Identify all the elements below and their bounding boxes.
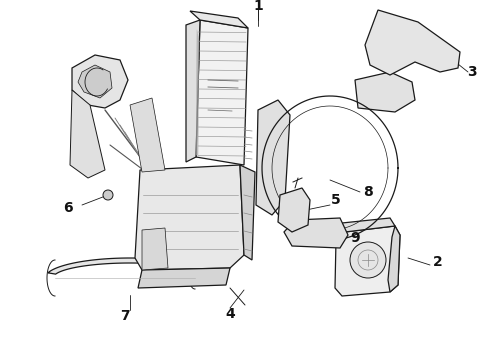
Polygon shape	[142, 228, 168, 270]
Polygon shape	[388, 226, 400, 292]
Text: 5: 5	[331, 193, 341, 207]
Text: 9: 9	[350, 231, 360, 245]
Text: 7: 7	[120, 309, 130, 323]
Polygon shape	[190, 11, 248, 28]
Polygon shape	[72, 55, 128, 108]
Polygon shape	[256, 100, 290, 215]
Circle shape	[350, 242, 386, 278]
Polygon shape	[48, 258, 215, 277]
Text: 4: 4	[225, 307, 235, 321]
Polygon shape	[240, 165, 255, 260]
Text: 8: 8	[363, 185, 373, 199]
Polygon shape	[365, 10, 460, 75]
Polygon shape	[130, 98, 165, 172]
Polygon shape	[70, 90, 105, 178]
Polygon shape	[335, 226, 400, 296]
Polygon shape	[186, 20, 200, 162]
Polygon shape	[138, 268, 230, 288]
Polygon shape	[355, 72, 415, 112]
Circle shape	[103, 190, 113, 200]
Polygon shape	[284, 218, 348, 248]
Polygon shape	[135, 165, 244, 270]
Polygon shape	[78, 65, 112, 98]
Polygon shape	[278, 188, 310, 232]
Text: 2: 2	[433, 255, 443, 269]
Polygon shape	[196, 20, 248, 165]
Text: 6: 6	[63, 201, 73, 215]
Text: 3: 3	[467, 65, 477, 79]
Polygon shape	[342, 218, 395, 232]
Text: 1: 1	[253, 0, 263, 13]
